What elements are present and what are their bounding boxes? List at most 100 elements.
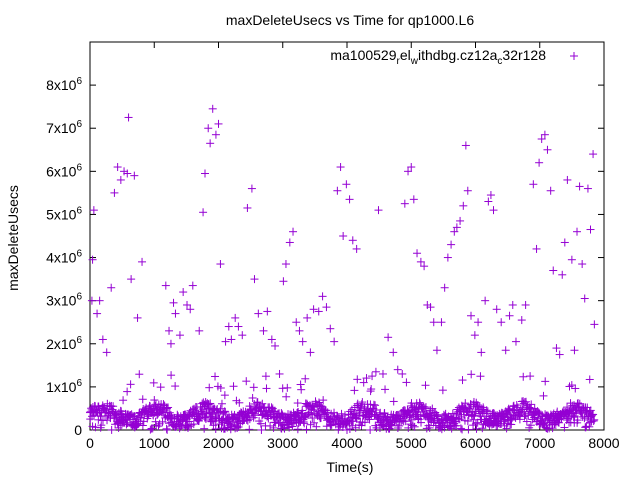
data-point	[234, 322, 243, 331]
legend-label-part: w	[410, 56, 419, 67]
y-tick-label-exponent: 6	[76, 162, 82, 173]
data-point	[421, 403, 430, 412]
data-point	[262, 384, 271, 393]
data-point	[456, 216, 465, 225]
data-point	[333, 186, 342, 195]
data-point	[156, 383, 165, 392]
data-point	[517, 316, 526, 325]
data-point	[426, 303, 435, 312]
data-point	[583, 184, 592, 193]
data-point	[585, 375, 594, 384]
data-point	[507, 415, 516, 424]
data-point	[474, 318, 483, 327]
legend-label: ma100529relwithdbg.cz12ac32r128	[330, 47, 546, 67]
data-point	[456, 424, 465, 433]
data-point	[529, 180, 538, 189]
data-point	[227, 335, 236, 344]
data-point	[420, 262, 429, 271]
data-point	[348, 421, 357, 430]
data-point	[322, 303, 331, 312]
chart-title: maxDeleteUsecs vs Time for qp1000.L6	[226, 12, 474, 28]
data-point	[535, 158, 544, 167]
data-point	[440, 283, 449, 292]
data-point	[224, 322, 233, 331]
data-point	[205, 383, 214, 392]
data-point	[509, 402, 518, 411]
data-point	[484, 197, 493, 206]
data-point	[476, 372, 485, 381]
data-point	[563, 175, 572, 184]
data-point	[357, 421, 366, 430]
data-point	[585, 422, 594, 431]
data-point	[140, 405, 149, 414]
data-point	[206, 139, 215, 148]
data-point	[221, 337, 230, 346]
data-point	[150, 396, 159, 405]
y-tick-label-exponent: 6	[76, 205, 82, 216]
data-point	[353, 401, 362, 410]
data-point	[216, 383, 225, 392]
data-point	[554, 418, 563, 427]
data-point	[570, 346, 579, 355]
data-point	[526, 421, 535, 430]
data-point	[368, 372, 377, 381]
y-tick-label-base: 4x10	[46, 250, 77, 266]
data-point	[358, 398, 367, 407]
y-axis-ticks: 01x1062x1063x1064x1065x1066x1067x1068x10…	[46, 76, 604, 438]
data-point	[247, 184, 256, 193]
data-point	[279, 277, 288, 286]
data-point	[248, 393, 257, 402]
data-point	[443, 253, 452, 262]
data-point	[257, 425, 266, 434]
data-point	[271, 341, 280, 350]
data-point	[124, 113, 133, 122]
data-point	[214, 119, 223, 128]
data-point	[120, 167, 129, 176]
data-point	[161, 281, 170, 290]
data-point	[350, 386, 359, 395]
x-tick-label: 5000	[396, 435, 427, 451]
data-point	[315, 400, 324, 409]
data-point	[416, 257, 425, 266]
data-point	[580, 294, 589, 303]
data-point	[201, 169, 210, 178]
x-tick-label: 4000	[331, 435, 362, 451]
x-tick-label: 3000	[267, 435, 298, 451]
data-point	[452, 421, 461, 430]
data-point	[447, 240, 456, 249]
data-point	[154, 409, 163, 418]
data-point	[362, 374, 371, 383]
data-point	[464, 425, 473, 434]
data-point	[98, 335, 107, 344]
data-point	[336, 163, 345, 172]
data-point	[478, 408, 487, 417]
data-point	[426, 406, 435, 415]
data-point	[316, 413, 325, 422]
data-point	[93, 309, 102, 318]
data-point	[575, 182, 584, 191]
y-axis-label: maxDeleteUsecs	[5, 185, 21, 291]
data-point	[164, 403, 173, 412]
data-point	[481, 296, 490, 305]
data-point	[555, 350, 564, 359]
data-point	[389, 348, 398, 357]
data-point	[421, 381, 430, 390]
data-point	[378, 369, 387, 378]
data-point	[501, 346, 510, 355]
data-point	[250, 275, 259, 284]
data-point	[463, 186, 472, 195]
data-point	[571, 384, 580, 393]
data-point	[543, 145, 552, 154]
data-point	[492, 305, 501, 314]
y-tick-label: 2x106	[46, 335, 82, 352]
data-point	[558, 270, 567, 279]
data-point	[253, 398, 262, 407]
data-point	[171, 382, 180, 391]
x-tick-label: 2000	[203, 435, 234, 451]
data-point	[138, 257, 147, 266]
data-point	[540, 130, 549, 139]
data-point	[471, 419, 480, 428]
data-point	[409, 195, 418, 204]
data-point	[511, 337, 520, 346]
data-point	[289, 227, 298, 236]
